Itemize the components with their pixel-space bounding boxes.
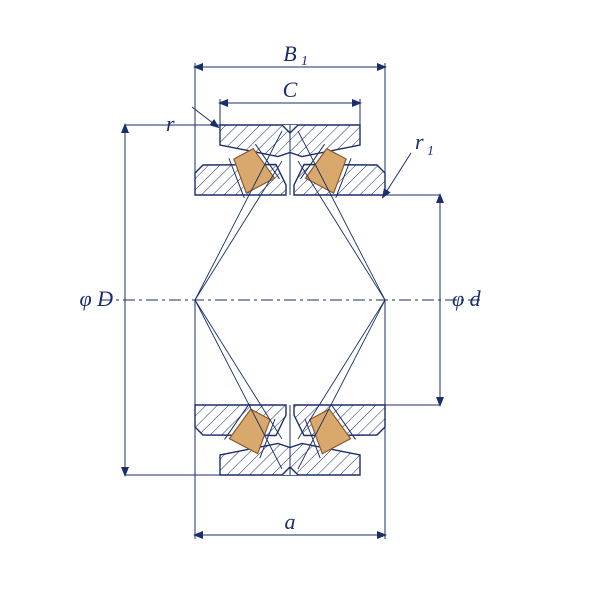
svg-text:C: C — [283, 77, 298, 102]
svg-text:1: 1 — [427, 144, 434, 159]
svg-text:a: a — [285, 509, 296, 534]
svg-text:B: B — [283, 41, 296, 66]
svg-text:φ d: φ d — [452, 286, 482, 311]
svg-text:r: r — [166, 111, 175, 136]
svg-text:r: r — [415, 129, 424, 154]
svg-text:φ D: φ D — [79, 286, 113, 311]
svg-text:1: 1 — [301, 54, 308, 69]
bearing-diagram: B1Caφ Dφ drr1 — [0, 0, 600, 600]
